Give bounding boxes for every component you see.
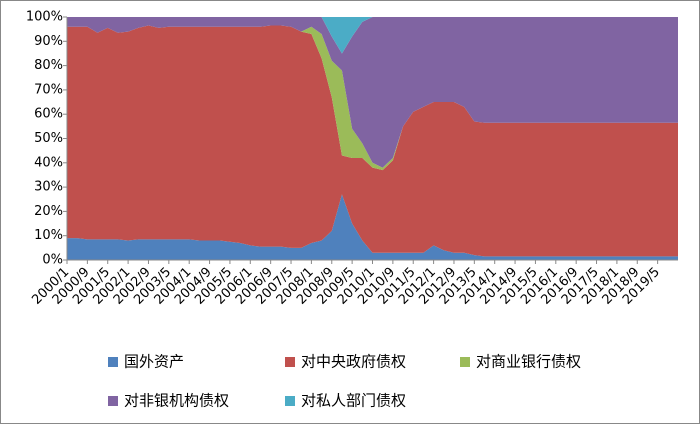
legend-label: 对商业银行债权: [476, 353, 581, 371]
legend-label: 国外资产: [124, 353, 184, 371]
y-tick-label: 10%: [34, 228, 63, 243]
y-tick-label: 20%: [34, 204, 63, 219]
y-tick-label: 30%: [34, 180, 63, 195]
area: [67, 25, 678, 257]
legend-swatch: [108, 357, 118, 367]
y-tick-label: 0%: [42, 253, 63, 268]
y-tick-label: 60%: [34, 107, 63, 122]
legend-swatch: [285, 357, 295, 367]
legend-label: 对中央政府债权: [301, 353, 406, 371]
legend-label: 对私人部门债权: [301, 392, 406, 410]
legend-swatch: [108, 396, 118, 406]
area: [67, 17, 678, 168]
legend-label: 对非银机构债权: [124, 392, 229, 410]
y-tick-label: 50%: [34, 131, 63, 146]
area: [67, 194, 678, 260]
y-tick-label: 100%: [26, 10, 63, 25]
legend-swatch: [460, 357, 470, 367]
y-tick-label: 70%: [34, 82, 63, 97]
y-tick-label: 90%: [34, 34, 63, 49]
y-tick-label: 40%: [34, 155, 63, 170]
legend-swatch: [285, 396, 295, 406]
y-tick-label: 80%: [34, 58, 63, 73]
